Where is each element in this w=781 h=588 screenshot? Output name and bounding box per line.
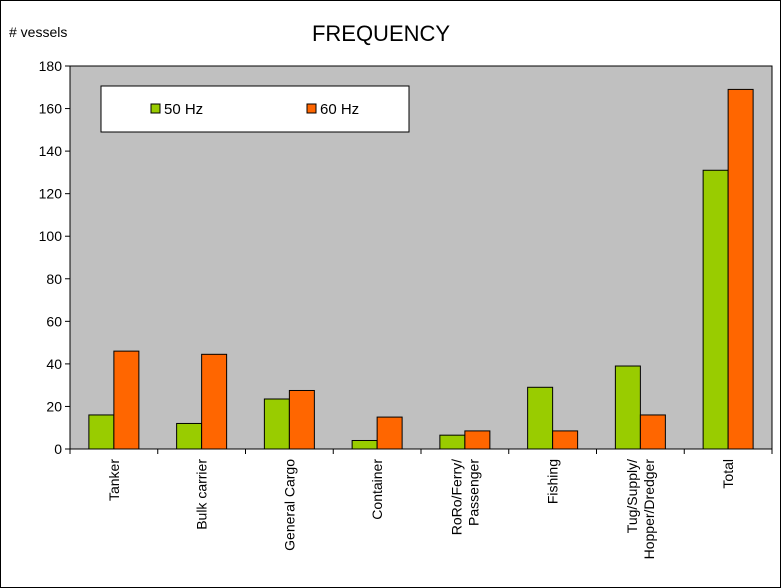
bars <box>88 88 754 450</box>
y-tick-label: 80 <box>46 271 62 287</box>
x-tick-label: General Cargo <box>281 459 297 551</box>
y-tick-label: 0 <box>54 441 62 457</box>
bar-60hz <box>113 350 140 450</box>
legend-box <box>100 85 410 133</box>
bar-50hz <box>351 439 378 450</box>
x-tick-label: Tanker <box>106 459 122 501</box>
bar-50hz <box>702 169 729 450</box>
bar-50hz <box>263 398 290 450</box>
y-tick-label: 60 <box>46 313 62 329</box>
y-axis: 0 20 40 60 80 100 120 140 160 180 <box>39 58 70 457</box>
y-tick-label: 120 <box>39 186 63 202</box>
legend-label-50hz: 50 Hz <box>164 101 203 118</box>
bar-60hz <box>464 430 491 450</box>
legend: 50 Hz 60 Hz <box>100 85 410 133</box>
bar-60hz <box>376 416 403 450</box>
bar-50hz <box>614 365 641 450</box>
legend-label-60hz: 60 Hz <box>320 101 359 118</box>
x-tick-label: RoRo/Ferry/Passenger <box>448 459 481 536</box>
y-tick-label: 20 <box>46 398 62 414</box>
bar-60hz <box>288 389 315 450</box>
bar-60hz <box>201 353 228 450</box>
x-axis: Tanker Bulk carrier General Cargo Container… <box>69 449 773 560</box>
y-tick-label: 40 <box>46 356 62 372</box>
legend-swatch-60hz <box>306 103 317 114</box>
bar-50hz <box>439 434 466 450</box>
x-tick-label: Bulk carrier <box>194 459 210 530</box>
x-tick-label: Fishing <box>545 459 561 504</box>
bar-60hz <box>639 414 666 450</box>
y-axis-label: # vessels <box>9 24 67 40</box>
bar-60hz <box>727 88 754 450</box>
chart-title: FREQUENCY <box>312 21 450 46</box>
bar-50hz <box>88 414 115 450</box>
legend-swatch-50hz <box>150 103 161 114</box>
x-tick-label: Total <box>720 459 736 489</box>
bar-50hz <box>527 386 554 450</box>
bar-50hz <box>176 422 203 450</box>
y-tick-label: 160 <box>39 101 63 117</box>
y-tick-label: 140 <box>39 143 63 159</box>
y-tick-label: 180 <box>39 58 63 74</box>
y-tick-label: 100 <box>39 228 63 244</box>
bar-60hz <box>552 430 579 450</box>
x-tick-label: Container <box>369 459 385 520</box>
x-tick-label: Tug/Supply/Hopper/Dredger <box>624 459 657 560</box>
